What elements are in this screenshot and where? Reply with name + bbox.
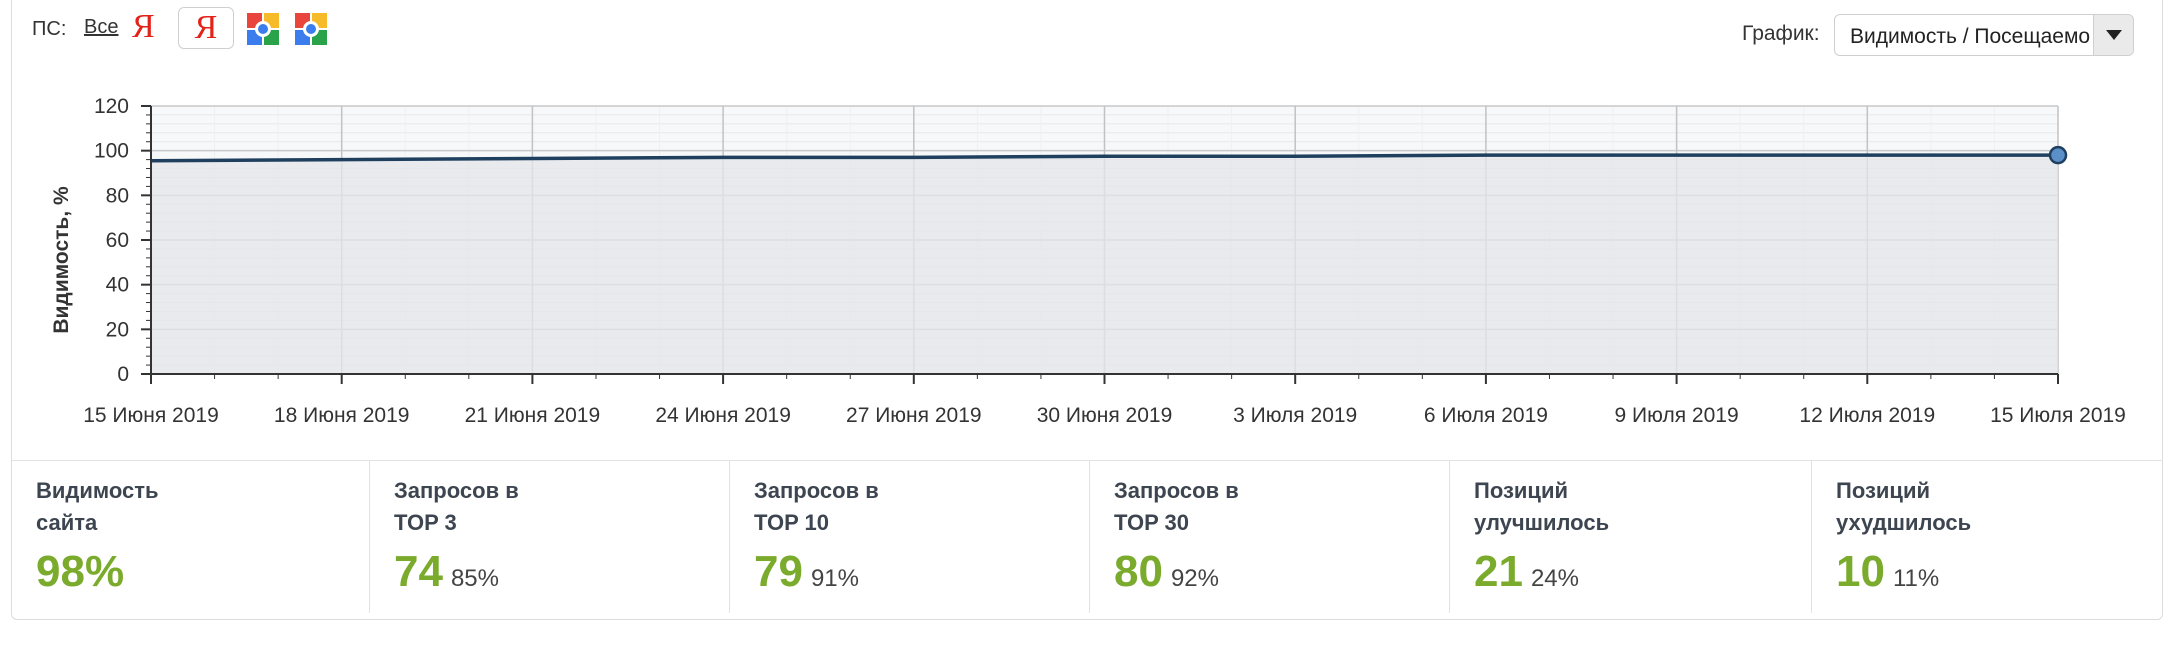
x-tick-label: 12 Июля 2019 (1799, 404, 1935, 427)
x-tick-label: 21 Июня 2019 (465, 404, 601, 427)
y-tick-label: 100 (94, 140, 129, 163)
engine-all-link[interactable]: Все (84, 16, 119, 38)
y-tick-label: 40 (106, 274, 129, 297)
x-tick-label: 9 Июля 2019 (1615, 404, 1739, 427)
y-axis-label: Видимость, % (50, 186, 73, 334)
google-icon-2[interactable] (294, 12, 328, 46)
search-engine-label: ПС: (32, 18, 67, 40)
stats-bar: Видимость сайта 98% Запросов в TOP 3 74 85%… (12, 460, 2162, 613)
x-tick-label: 18 Июня 2019 (274, 404, 410, 427)
stat-value: 21 24% (1474, 547, 1579, 596)
visibility-area (151, 155, 2058, 374)
stat-top10: Запросов в TOP 10 79 91% (729, 461, 1089, 613)
stat-worsened: Позиций ухудшилось 10 11% (1811, 461, 2162, 613)
stat-value: 74 85% (394, 547, 499, 596)
yandex-selected-icon[interactable]: Я (178, 7, 234, 49)
visibility-chart: 0 20 40 60 80 100 120 15 Июня 2019 18 Июня 2019… (50, 95, 2126, 427)
stat-title: Запросов в TOP 3 (394, 478, 519, 535)
y-tick-label: 120 (94, 95, 129, 118)
x-tick-label: 27 Июня 2019 (846, 404, 982, 427)
x-tick-label: 15 Июля 2019 (1990, 404, 2126, 427)
y-tick-labels: 0 20 40 60 80 100 120 (94, 95, 129, 386)
y-tick-label: 0 (117, 363, 129, 386)
google-icon[interactable] (246, 12, 280, 46)
axes (141, 105, 2059, 384)
y-tick-label: 80 (106, 184, 129, 207)
stat-improved: Позиций улучшилось 21 24% (1449, 461, 1811, 613)
x-tick-label: 24 Июня 2019 (655, 404, 791, 427)
stat-title: Видимость сайта (36, 478, 159, 535)
stat-title: Запросов в TOP 30 (1114, 478, 1239, 535)
x-tick-label: 15 Июня 2019 (83, 404, 219, 427)
graph-type-label: График: (1742, 22, 1820, 45)
graph-type-select[interactable]: Видимость / Посещаемость (1834, 14, 2134, 56)
stat-top30: Запросов в TOP 30 80 92% (1089, 461, 1449, 613)
stat-value: 98% (36, 547, 125, 596)
x-tick-label: 6 Июля 2019 (1424, 404, 1548, 427)
x-tick-label: 30 Июня 2019 (1037, 404, 1173, 427)
last-point-marker (2048, 145, 2068, 165)
stat-visibility: Видимость сайта 98% (12, 461, 369, 613)
stat-title: Запросов в TOP 10 (754, 478, 879, 535)
y-tick-label: 20 (106, 318, 129, 341)
x-tick-labels: 15 Июня 2019 18 Июня 2019 21 Июня 2019 24 И… (83, 404, 2126, 427)
yandex-icon[interactable]: Я (132, 8, 155, 45)
y-tick-label: 60 (106, 229, 129, 252)
stat-value: 80 92% (1114, 547, 1219, 596)
x-tick-label: 3 Июля 2019 (1233, 404, 1357, 427)
chevron-down-icon[interactable] (2093, 15, 2133, 55)
stat-title: Позиций улучшилось (1474, 478, 1610, 535)
visibility-line (150, 153, 2058, 163)
stat-title: Позиций ухудшилось (1836, 478, 1972, 535)
data-markers (2048, 145, 2068, 165)
stat-value: 10 11% (1836, 547, 1940, 596)
stat-top3: Запросов в TOP 3 74 85% (369, 461, 729, 613)
graph-type-value: Видимость / Посещаемость (1850, 25, 2090, 48)
stat-value: 79 91% (754, 547, 859, 596)
